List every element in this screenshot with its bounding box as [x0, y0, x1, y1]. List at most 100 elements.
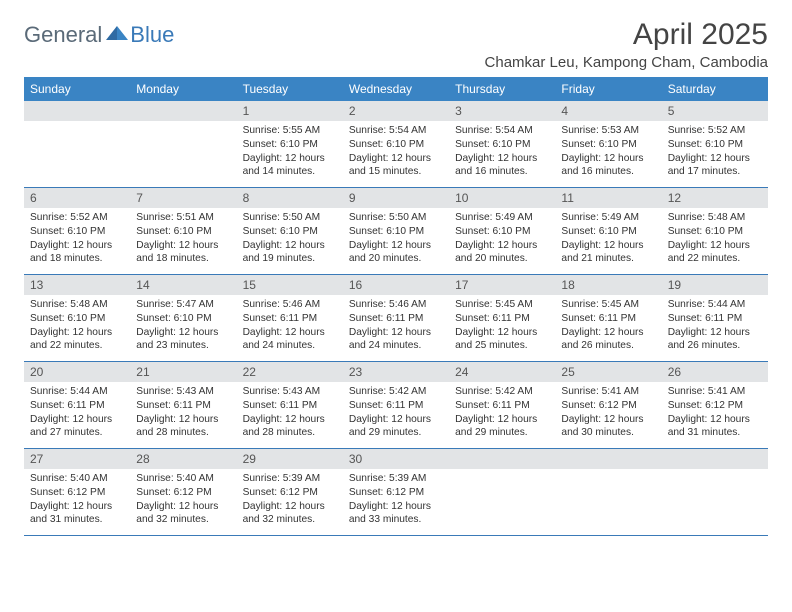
- day-number: [449, 449, 555, 469]
- day-number: 22: [237, 362, 343, 382]
- sunrise-text: Sunrise: 5:49 AM: [455, 211, 549, 225]
- day-cell: 23Sunrise: 5:42 AMSunset: 6:11 PMDayligh…: [343, 362, 449, 448]
- weekday-header: Monday: [130, 77, 236, 101]
- daylight-text: Daylight: 12 hours and 18 minutes.: [30, 239, 124, 267]
- logo-mark-icon: [106, 24, 128, 40]
- day-content: Sunrise: 5:45 AMSunset: 6:11 PMDaylight:…: [449, 295, 555, 357]
- logo-text-blue: Blue: [130, 22, 174, 48]
- day-content: [449, 469, 555, 476]
- day-cell: [662, 449, 768, 535]
- daylight-text: Daylight: 12 hours and 21 minutes.: [561, 239, 655, 267]
- day-content: Sunrise: 5:45 AMSunset: 6:11 PMDaylight:…: [555, 295, 661, 357]
- day-cell: 10Sunrise: 5:49 AMSunset: 6:10 PMDayligh…: [449, 188, 555, 274]
- week-row: 6Sunrise: 5:52 AMSunset: 6:10 PMDaylight…: [24, 188, 768, 275]
- day-content: Sunrise: 5:52 AMSunset: 6:10 PMDaylight:…: [662, 121, 768, 183]
- day-number: [130, 101, 236, 121]
- day-number: 19: [662, 275, 768, 295]
- day-cell: 17Sunrise: 5:45 AMSunset: 6:11 PMDayligh…: [449, 275, 555, 361]
- logo: General Blue: [24, 18, 174, 48]
- sunrise-text: Sunrise: 5:42 AM: [455, 385, 549, 399]
- day-cell: 19Sunrise: 5:44 AMSunset: 6:11 PMDayligh…: [662, 275, 768, 361]
- sunset-text: Sunset: 6:10 PM: [349, 138, 443, 152]
- day-content: Sunrise: 5:54 AMSunset: 6:10 PMDaylight:…: [449, 121, 555, 183]
- month-title: April 2025: [485, 18, 768, 52]
- sunrise-text: Sunrise: 5:43 AM: [243, 385, 337, 399]
- day-number: 14: [130, 275, 236, 295]
- daylight-text: Daylight: 12 hours and 33 minutes.: [349, 500, 443, 528]
- day-cell: [24, 101, 130, 187]
- day-content: Sunrise: 5:42 AMSunset: 6:11 PMDaylight:…: [449, 382, 555, 444]
- sunset-text: Sunset: 6:10 PM: [455, 138, 549, 152]
- sunset-text: Sunset: 6:12 PM: [243, 486, 337, 500]
- day-content: Sunrise: 5:49 AMSunset: 6:10 PMDaylight:…: [449, 208, 555, 270]
- day-cell: [130, 101, 236, 187]
- logo-text-general: General: [24, 22, 102, 48]
- day-content: Sunrise: 5:51 AMSunset: 6:10 PMDaylight:…: [130, 208, 236, 270]
- sunset-text: Sunset: 6:10 PM: [136, 225, 230, 239]
- weekday-header: Wednesday: [343, 77, 449, 101]
- daylight-text: Daylight: 12 hours and 16 minutes.: [455, 152, 549, 180]
- day-number: 16: [343, 275, 449, 295]
- day-number: 9: [343, 188, 449, 208]
- week-row: 13Sunrise: 5:48 AMSunset: 6:10 PMDayligh…: [24, 275, 768, 362]
- week-row: 1Sunrise: 5:55 AMSunset: 6:10 PMDaylight…: [24, 101, 768, 188]
- day-content: Sunrise: 5:50 AMSunset: 6:10 PMDaylight:…: [343, 208, 449, 270]
- daylight-text: Daylight: 12 hours and 22 minutes.: [30, 326, 124, 354]
- sunrise-text: Sunrise: 5:42 AM: [349, 385, 443, 399]
- daylight-text: Daylight: 12 hours and 30 minutes.: [561, 413, 655, 441]
- daylight-text: Daylight: 12 hours and 24 minutes.: [349, 326, 443, 354]
- day-cell: 4Sunrise: 5:53 AMSunset: 6:10 PMDaylight…: [555, 101, 661, 187]
- day-number: 1: [237, 101, 343, 121]
- sunrise-text: Sunrise: 5:53 AM: [561, 124, 655, 138]
- sunset-text: Sunset: 6:11 PM: [136, 399, 230, 413]
- sunset-text: Sunset: 6:10 PM: [30, 225, 124, 239]
- day-number: 4: [555, 101, 661, 121]
- day-number: 10: [449, 188, 555, 208]
- daylight-text: Daylight: 12 hours and 28 minutes.: [136, 413, 230, 441]
- day-content: Sunrise: 5:49 AMSunset: 6:10 PMDaylight:…: [555, 208, 661, 270]
- sunset-text: Sunset: 6:10 PM: [136, 312, 230, 326]
- day-content: [555, 469, 661, 476]
- day-cell: 28Sunrise: 5:40 AMSunset: 6:12 PMDayligh…: [130, 449, 236, 535]
- day-cell: 30Sunrise: 5:39 AMSunset: 6:12 PMDayligh…: [343, 449, 449, 535]
- sunset-text: Sunset: 6:11 PM: [455, 399, 549, 413]
- day-cell: 13Sunrise: 5:48 AMSunset: 6:10 PMDayligh…: [24, 275, 130, 361]
- day-content: Sunrise: 5:44 AMSunset: 6:11 PMDaylight:…: [24, 382, 130, 444]
- sunrise-text: Sunrise: 5:44 AM: [668, 298, 762, 312]
- day-cell: 6Sunrise: 5:52 AMSunset: 6:10 PMDaylight…: [24, 188, 130, 274]
- daylight-text: Daylight: 12 hours and 19 minutes.: [243, 239, 337, 267]
- day-cell: 2Sunrise: 5:54 AMSunset: 6:10 PMDaylight…: [343, 101, 449, 187]
- day-number: 17: [449, 275, 555, 295]
- day-content: Sunrise: 5:46 AMSunset: 6:11 PMDaylight:…: [237, 295, 343, 357]
- day-cell: 24Sunrise: 5:42 AMSunset: 6:11 PMDayligh…: [449, 362, 555, 448]
- day-content: Sunrise: 5:43 AMSunset: 6:11 PMDaylight:…: [130, 382, 236, 444]
- day-number: 30: [343, 449, 449, 469]
- day-content: [24, 121, 130, 128]
- day-content: Sunrise: 5:39 AMSunset: 6:12 PMDaylight:…: [343, 469, 449, 531]
- calendar-page: General Blue April 2025 Chamkar Leu, Kam…: [0, 0, 792, 536]
- sunrise-text: Sunrise: 5:41 AM: [668, 385, 762, 399]
- day-number: [24, 101, 130, 121]
- day-cell: [449, 449, 555, 535]
- sunset-text: Sunset: 6:11 PM: [455, 312, 549, 326]
- day-content: Sunrise: 5:55 AMSunset: 6:10 PMDaylight:…: [237, 121, 343, 183]
- day-cell: 20Sunrise: 5:44 AMSunset: 6:11 PMDayligh…: [24, 362, 130, 448]
- daylight-text: Daylight: 12 hours and 17 minutes.: [668, 152, 762, 180]
- day-content: Sunrise: 5:50 AMSunset: 6:10 PMDaylight:…: [237, 208, 343, 270]
- day-number: 2: [343, 101, 449, 121]
- day-content: Sunrise: 5:40 AMSunset: 6:12 PMDaylight:…: [24, 469, 130, 531]
- sunset-text: Sunset: 6:12 PM: [30, 486, 124, 500]
- week-row: 27Sunrise: 5:40 AMSunset: 6:12 PMDayligh…: [24, 449, 768, 536]
- weekday-header: Tuesday: [237, 77, 343, 101]
- header: General Blue April 2025 Chamkar Leu, Kam…: [24, 18, 768, 71]
- sunrise-text: Sunrise: 5:45 AM: [561, 298, 655, 312]
- daylight-text: Daylight: 12 hours and 20 minutes.: [349, 239, 443, 267]
- day-cell: 22Sunrise: 5:43 AMSunset: 6:11 PMDayligh…: [237, 362, 343, 448]
- day-number: 24: [449, 362, 555, 382]
- sunrise-text: Sunrise: 5:39 AM: [243, 472, 337, 486]
- daylight-text: Daylight: 12 hours and 29 minutes.: [349, 413, 443, 441]
- day-content: Sunrise: 5:44 AMSunset: 6:11 PMDaylight:…: [662, 295, 768, 357]
- daylight-text: Daylight: 12 hours and 16 minutes.: [561, 152, 655, 180]
- day-number: 20: [24, 362, 130, 382]
- daylight-text: Daylight: 12 hours and 18 minutes.: [136, 239, 230, 267]
